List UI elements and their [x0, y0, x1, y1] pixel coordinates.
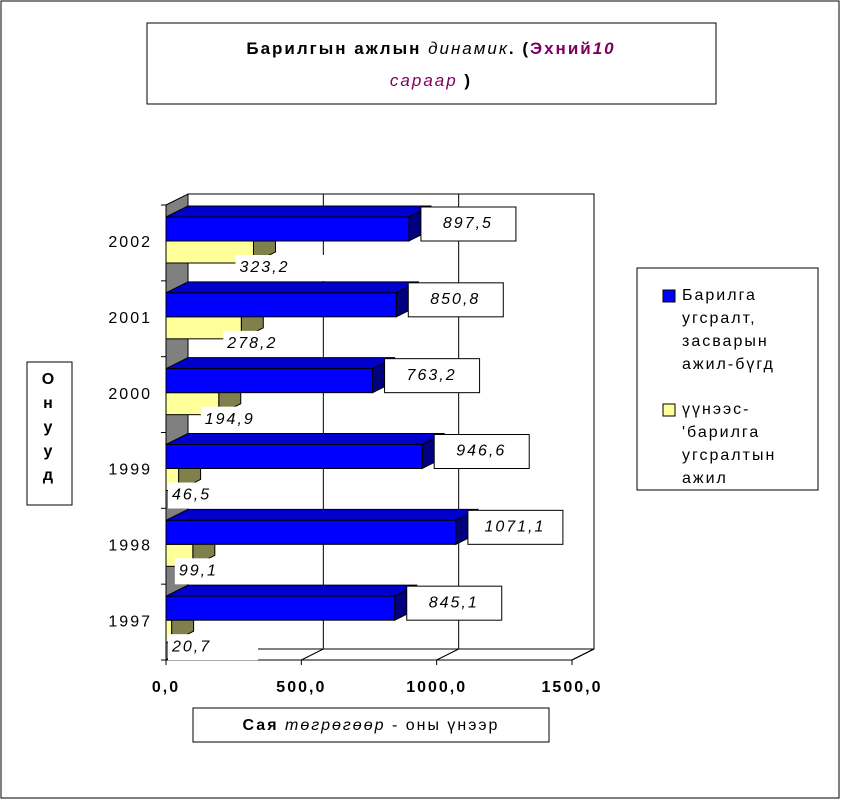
data-label: 278,2 — [226, 335, 277, 352]
data-label-box — [223, 330, 314, 357]
y-label-letter: н — [43, 395, 55, 412]
legend-line: засварын — [682, 333, 769, 350]
x-tick-label: 0,0 — [152, 679, 180, 696]
bar — [165, 595, 396, 621]
y-label-letter: у — [44, 443, 55, 460]
x-tick-label: 1500,0 — [542, 679, 603, 696]
grid-line — [571, 648, 595, 661]
y-tick-label: 2000 — [108, 386, 152, 403]
data-label-box — [384, 358, 481, 394]
x-tick-label: 500,0 — [276, 679, 326, 696]
y-tick-label: 2002 — [108, 234, 152, 251]
legend-line: Барилга — [682, 287, 757, 304]
x-axis-label: Сая төгрөгөөр - оны үнээр — [243, 717, 500, 734]
data-label: 897,5 — [443, 215, 493, 232]
data-label: 46,5 — [172, 487, 211, 504]
data-label-box — [433, 434, 530, 469]
data-label: 194,9 — [205, 411, 255, 428]
title-part: динамик — [428, 39, 509, 58]
legend-label: үүнээс- 'барилга угсралтын ажил — [682, 401, 776, 487]
legend-line: угсралт, — [682, 310, 757, 327]
y-tick-label: 1999 — [108, 462, 152, 479]
legend-line: үүнээс- — [682, 401, 751, 418]
y-label-letter: д — [43, 467, 55, 484]
x-tick-label: 1000,0 — [406, 679, 467, 696]
bar — [165, 216, 410, 242]
legend-swatch — [662, 403, 676, 417]
y-label-letter: О — [42, 371, 56, 388]
data-label-box — [407, 282, 504, 318]
data-label: 845,1 — [429, 594, 479, 611]
data-label: 850,8 — [430, 291, 480, 308]
legend-swatch — [662, 289, 676, 303]
data-label: 946,6 — [456, 443, 506, 460]
data-label-box — [200, 406, 291, 433]
bar-top — [165, 205, 432, 218]
data-label: 20,7 — [171, 638, 211, 655]
data-label-box — [174, 558, 265, 585]
title-part: . ( — [509, 39, 530, 58]
title-part: сараар — [390, 71, 458, 90]
bar — [165, 444, 423, 469]
data-label-box — [420, 206, 517, 242]
title-part: ) — [464, 71, 472, 90]
data-label: 99,1 — [179, 563, 218, 580]
grid-line — [436, 648, 459, 661]
y-tick-label: 1998 — [108, 537, 152, 554]
data-label-box — [467, 509, 564, 545]
bar-top — [165, 433, 445, 445]
title-part: 10 — [593, 39, 616, 58]
title-box — [146, 22, 717, 105]
title-part: Барилгын ажлын — [246, 39, 421, 58]
bar — [165, 368, 374, 394]
y-label-box — [26, 361, 73, 506]
legend-box — [636, 267, 819, 491]
legend-line: ажил-бүгд — [682, 356, 775, 373]
data-label-box — [168, 482, 258, 509]
grid-line — [301, 648, 324, 661]
data-label-box — [168, 634, 258, 661]
data-label: 763,2 — [407, 367, 457, 384]
legend-line: угсралтын — [682, 447, 776, 464]
x-label-part: - оны үнээр — [392, 717, 500, 734]
legend-line: ажил — [682, 470, 728, 487]
x-label-part: төгрөгөөр — [285, 717, 386, 734]
chart-title: сараар ) — [390, 71, 472, 90]
data-label-box — [406, 585, 503, 621]
chart-title: Барилгын ажлын динамик. (Эхний10 — [246, 39, 615, 58]
title-part: Эхний — [530, 39, 593, 58]
data-label: 1071,1 — [484, 519, 545, 536]
bar-top — [165, 357, 395, 370]
legend-label: Барилга угсралт, засварын ажил-бүгд — [682, 287, 775, 373]
bar-top — [165, 508, 479, 521]
data-label-box — [235, 255, 326, 281]
bar — [165, 292, 397, 318]
y-tick-label: 1997 — [108, 613, 152, 630]
bar — [165, 519, 457, 545]
bar-top — [165, 584, 417, 597]
x-label-part: Сая — [243, 717, 279, 734]
legend-line: 'барилга — [682, 424, 760, 441]
data-label: 323,2 — [239, 259, 289, 276]
x-label-box — [192, 707, 550, 743]
y-label-letter: у — [44, 419, 55, 436]
bar-top — [165, 281, 419, 294]
y-tick-label: 2001 — [108, 310, 152, 327]
